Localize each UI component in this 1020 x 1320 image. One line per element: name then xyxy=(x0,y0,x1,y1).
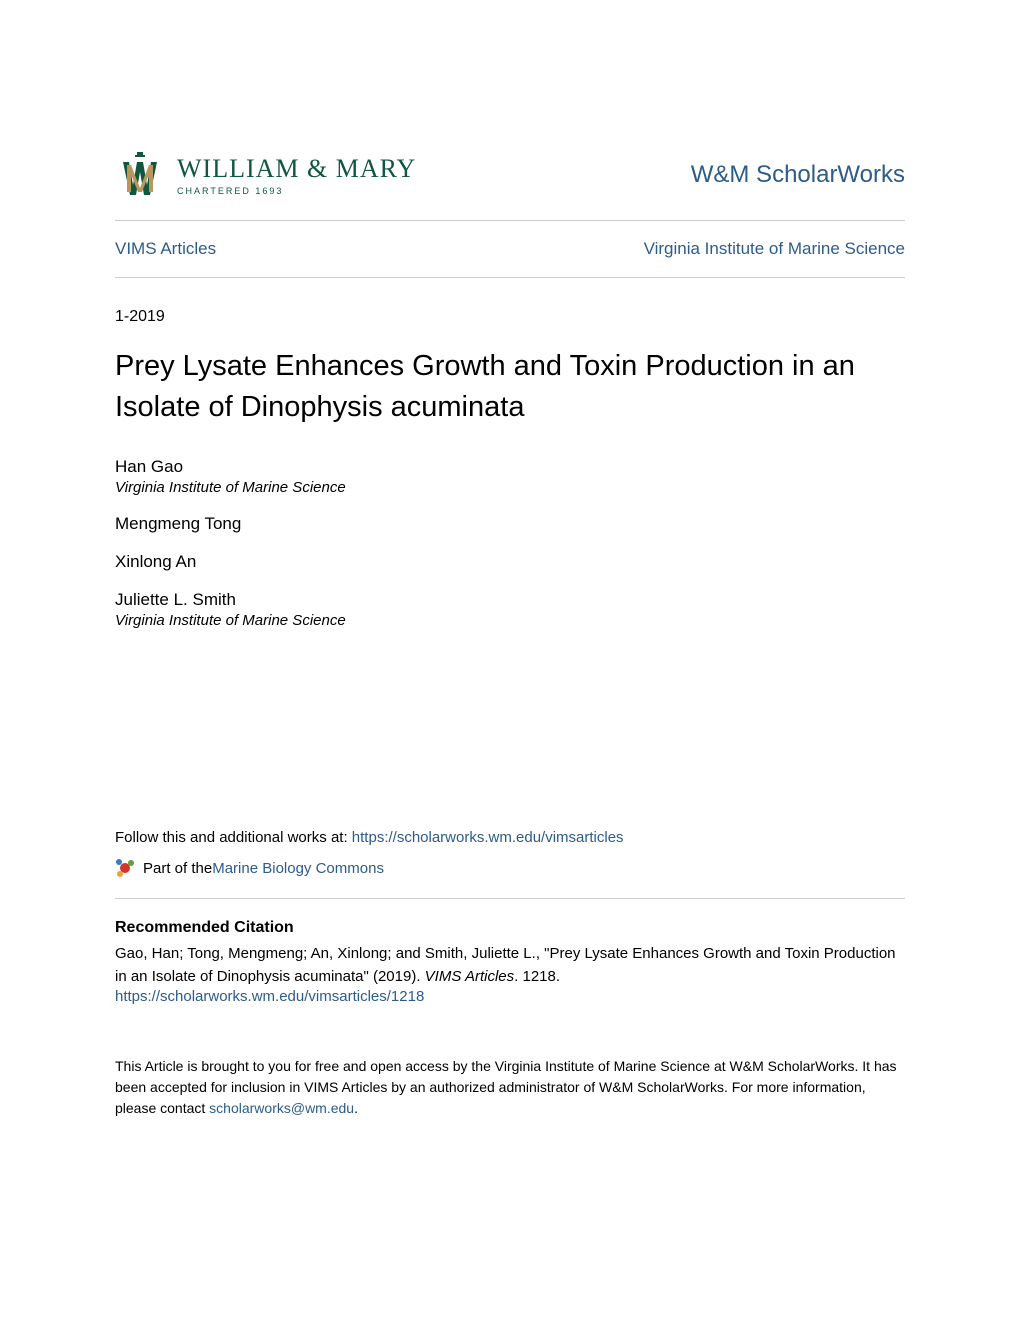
part-of-section: Part of the Marine Biology Commons xyxy=(115,858,905,878)
publication-date: 1-2019 xyxy=(115,308,905,326)
contact-email-link[interactable]: scholarworks@wm.edu xyxy=(209,1100,354,1116)
citation-italic: VIMS Articles xyxy=(425,968,514,985)
follow-prefix: Follow this and additional works at: xyxy=(115,829,352,846)
author-name: Han Gao xyxy=(115,457,905,477)
author-block-2: Xinlong An xyxy=(115,552,905,572)
network-icon xyxy=(115,858,135,878)
logo-container: WILLIAM & MARY CHARTERED 1693 xyxy=(115,150,416,200)
author-name: Xinlong An xyxy=(115,552,905,572)
article-title: Prey Lysate Enhances Growth and Toxin Pr… xyxy=(115,346,905,427)
commons-link[interactable]: Marine Biology Commons xyxy=(212,860,384,877)
access-part2: . xyxy=(354,1100,358,1116)
divider-citation xyxy=(115,898,905,899)
logo-text-container: WILLIAM & MARY CHARTERED 1693 xyxy=(177,154,416,196)
author-affiliation: Virginia Institute of Marine Science xyxy=(115,612,905,629)
access-statement: This Article is brought to you for free … xyxy=(115,1056,905,1119)
nav-vims-articles[interactable]: VIMS Articles xyxy=(115,239,216,259)
divider-bottom xyxy=(115,277,905,278)
citation-text: Gao, Han; Tong, Mengmeng; An, Xinlong; a… xyxy=(115,943,905,988)
author-name: Mengmeng Tong xyxy=(115,514,905,534)
follow-link[interactable]: https://scholarworks.wm.edu/vimsarticles xyxy=(352,829,624,846)
citation-heading: Recommended Citation xyxy=(115,919,905,937)
logo-sub-text: CHARTERED 1693 xyxy=(177,186,416,196)
citation-section: Recommended Citation Gao, Han; Tong, Men… xyxy=(115,919,905,1006)
scholarworks-link[interactable]: W&M ScholarWorks xyxy=(691,161,905,189)
follow-section: Follow this and additional works at: htt… xyxy=(115,829,905,846)
citation-part2: . 1218. xyxy=(514,968,560,985)
wm-cipher-icon xyxy=(115,150,165,200)
citation-link[interactable]: https://scholarworks.wm.edu/vimsarticles… xyxy=(115,988,424,1005)
header-row: WILLIAM & MARY CHARTERED 1693 W&M Schola… xyxy=(115,150,905,200)
logo-main-text: WILLIAM & MARY xyxy=(177,154,416,184)
author-affiliation: Virginia Institute of Marine Science xyxy=(115,479,905,496)
nav-vims-institute[interactable]: Virginia Institute of Marine Science xyxy=(644,239,905,259)
nav-row: VIMS Articles Virginia Institute of Mari… xyxy=(115,221,905,277)
author-block-3: Juliette L. Smith Virginia Institute of … xyxy=(115,590,905,629)
author-block-1: Mengmeng Tong xyxy=(115,514,905,534)
part-of-prefix: Part of the xyxy=(143,860,212,877)
author-name: Juliette L. Smith xyxy=(115,590,905,610)
author-block-0: Han Gao Virginia Institute of Marine Sci… xyxy=(115,457,905,496)
